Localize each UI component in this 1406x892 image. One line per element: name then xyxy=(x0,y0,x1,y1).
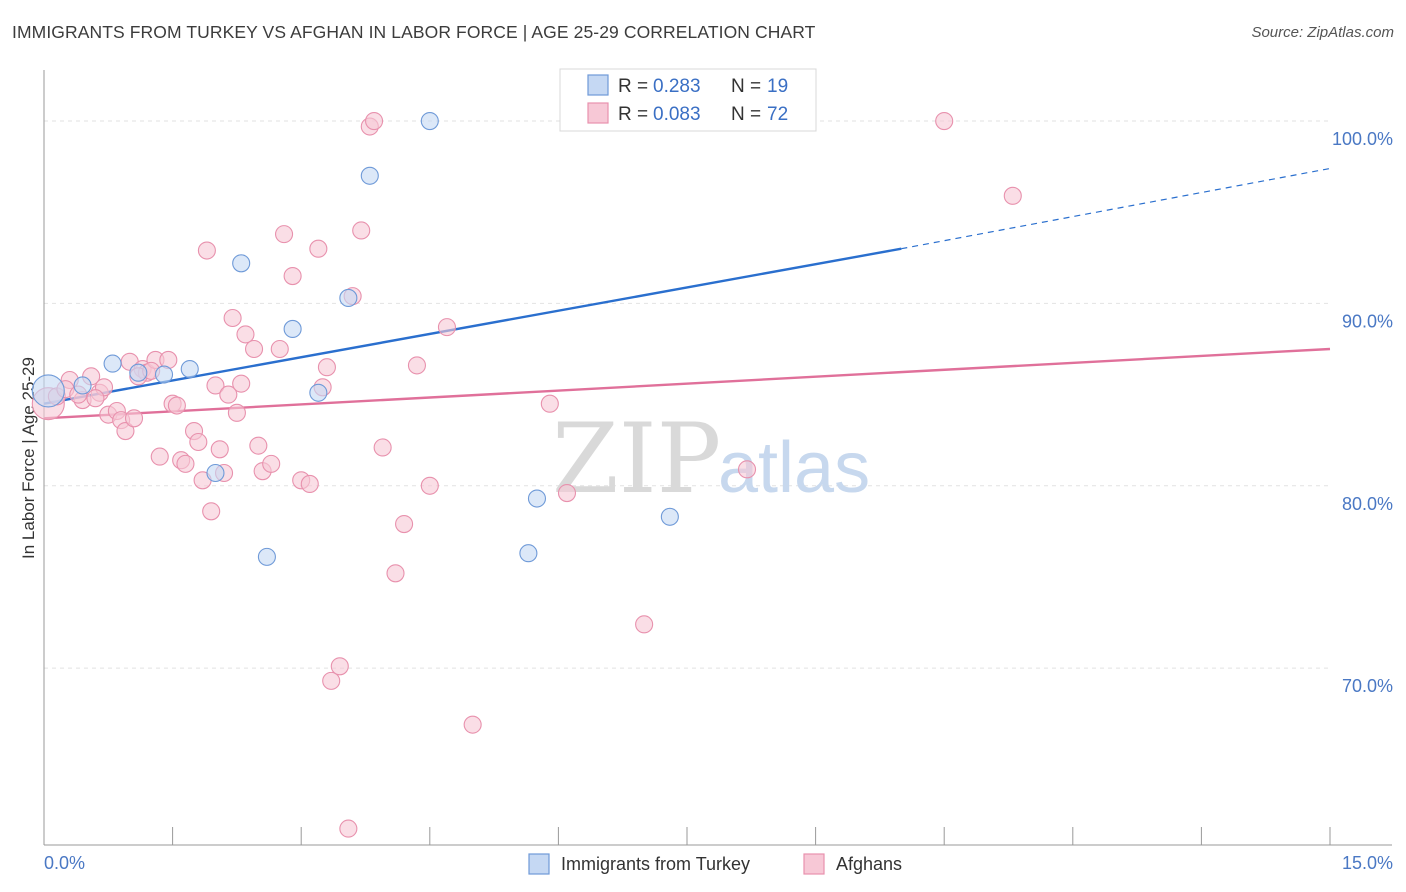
x-tick-label: 15.0% xyxy=(1342,853,1393,873)
data-point-pink xyxy=(365,112,384,131)
data-point-pink xyxy=(317,358,336,377)
data-point-pink xyxy=(244,339,264,359)
legend-n-value: 19 xyxy=(767,76,788,97)
data-point-blue xyxy=(257,547,276,566)
data-points xyxy=(31,112,1022,838)
data-point-blue xyxy=(154,365,174,384)
data-point-blue xyxy=(73,376,92,395)
source-label: Source: ZipAtlas.com xyxy=(1251,24,1394,41)
data-point-pink xyxy=(540,394,559,413)
data-point-pink xyxy=(124,409,144,428)
trend-line-blue xyxy=(43,247,902,405)
data-point-blue xyxy=(283,319,302,338)
data-point-blue xyxy=(103,354,122,373)
data-point-blue xyxy=(660,507,679,526)
watermark: ZIP atlas xyxy=(552,403,870,515)
data-point-pink xyxy=(437,318,456,337)
series-legend: Immigrants from Turkey Afghans xyxy=(528,853,902,875)
data-point-blue xyxy=(232,254,251,273)
data-point-pink xyxy=(197,241,216,260)
legend-swatch xyxy=(587,74,609,96)
trend-line-pink xyxy=(43,347,1331,420)
x-tick-labels: 0.0% 15.0% xyxy=(44,853,1393,873)
data-point-blue xyxy=(31,374,65,408)
data-point-pink xyxy=(189,432,208,452)
series-legend-label: Afghans xyxy=(836,854,902,874)
data-point-pink xyxy=(737,460,757,479)
data-point-pink xyxy=(935,112,954,131)
data-point-pink xyxy=(1003,186,1022,205)
data-point-blue xyxy=(206,463,225,483)
data-point-pink xyxy=(275,225,294,244)
legend-r-value: 0.283 xyxy=(653,76,701,97)
axes xyxy=(43,70,1392,846)
legend-r-label: R = xyxy=(618,76,648,97)
y-tick-labels: 100.0% 90.0% 80.0% 70.0% xyxy=(1332,129,1393,696)
legend-n-value: 72 xyxy=(767,104,788,125)
series-legend-swatch xyxy=(528,853,550,875)
data-point-blue xyxy=(527,489,547,508)
data-point-pink xyxy=(352,221,371,240)
legend-n-label: N = xyxy=(731,76,761,97)
data-point-pink xyxy=(283,267,302,286)
data-point-pink xyxy=(300,474,319,493)
data-point-pink xyxy=(463,715,482,734)
data-point-pink xyxy=(206,376,225,395)
data-point-pink xyxy=(232,374,251,393)
data-point-pink xyxy=(270,339,289,359)
legend-n-label: N = xyxy=(731,104,761,125)
trend-line-extension xyxy=(901,167,1331,250)
data-point-blue xyxy=(519,544,538,563)
y-tick-label: 90.0% xyxy=(1342,311,1393,331)
data-point-blue xyxy=(420,112,439,131)
data-point-pink xyxy=(210,440,229,459)
data-point-pink xyxy=(635,615,654,634)
legend-r-value: 0.083 xyxy=(653,104,701,125)
data-point-blue xyxy=(309,383,328,402)
chart-title: IMMIGRANTS FROM TURKEY VS AFGHAN IN LABO… xyxy=(12,22,816,42)
legend-swatch xyxy=(587,102,609,124)
data-point-pink xyxy=(236,325,255,344)
data-point-blue xyxy=(129,363,148,382)
data-point-pink xyxy=(86,389,105,408)
data-point-pink xyxy=(407,356,426,375)
data-point-pink xyxy=(116,422,135,441)
data-point-pink xyxy=(223,308,242,328)
y-tick-label: 100.0% xyxy=(1332,129,1393,149)
data-point-pink xyxy=(373,438,392,457)
x-tick-label: 0.0% xyxy=(44,853,85,873)
watermark-zip: ZIP xyxy=(552,403,721,515)
data-point-pink xyxy=(219,385,238,404)
data-point-pink xyxy=(420,476,439,495)
legend-r-label: R = xyxy=(618,104,648,125)
data-point-pink xyxy=(395,515,414,534)
data-point-blue xyxy=(339,288,358,307)
series-legend-label: Immigrants from Turkey xyxy=(561,854,750,874)
y-tick-label: 80.0% xyxy=(1342,494,1393,514)
data-point-pink xyxy=(386,564,405,583)
y-tick-label: 70.0% xyxy=(1342,676,1393,696)
data-point-pink xyxy=(167,396,186,415)
data-point-pink xyxy=(262,454,281,473)
data-point-pink xyxy=(322,671,341,690)
data-point-pink xyxy=(227,403,246,422)
data-point-pink xyxy=(150,447,169,466)
data-point-pink xyxy=(202,502,221,521)
data-point-blue xyxy=(360,166,379,185)
data-point-pink xyxy=(339,819,358,838)
data-point-pink xyxy=(249,436,268,455)
data-point-pink xyxy=(557,484,577,503)
data-point-pink xyxy=(309,239,328,258)
data-point-pink xyxy=(176,454,195,473)
stats-legend: R = 0.283 N = 19 R = 0.083 N = 72 xyxy=(559,68,817,132)
series-legend-swatch xyxy=(803,853,825,875)
trend-lines xyxy=(43,167,1331,420)
data-point-pink xyxy=(330,657,349,676)
data-point-blue xyxy=(180,360,199,379)
